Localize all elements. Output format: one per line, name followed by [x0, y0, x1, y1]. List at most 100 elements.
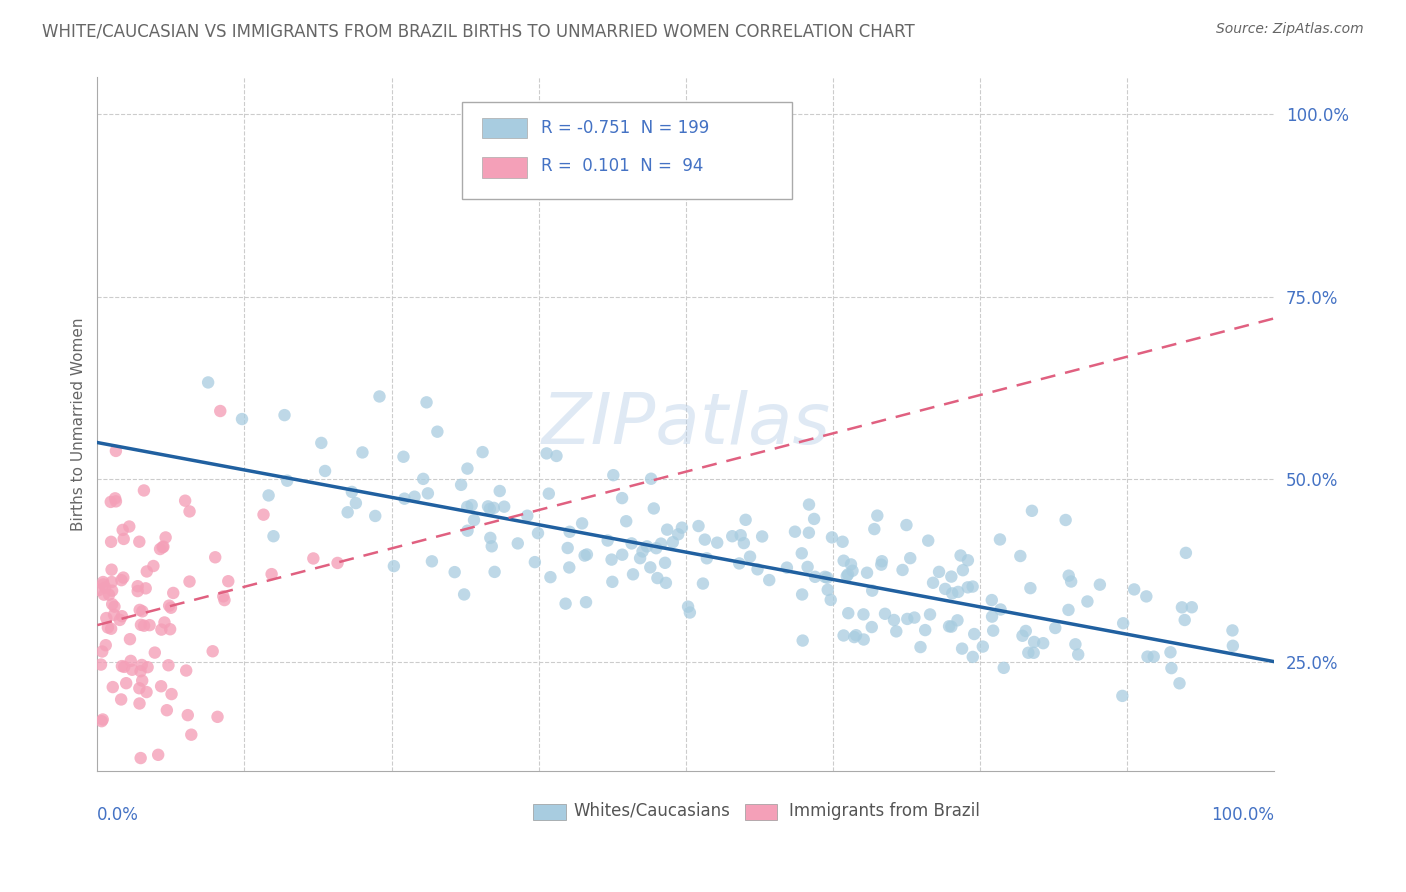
- Point: [1022, 635, 1045, 649]
- Point: [1168, 676, 1191, 690]
- Point: [792, 633, 814, 648]
- Point: [90, 657, 112, 672]
- Point: [101, 583, 124, 598]
- Point: [523, 555, 546, 569]
- Point: [654, 556, 676, 570]
- Point: [100, 772, 122, 786]
- Point: [94, 581, 117, 595]
- Point: [837, 606, 859, 620]
- Point: [453, 587, 475, 601]
- Point: [478, 502, 501, 516]
- Point: [450, 478, 472, 492]
- FancyBboxPatch shape: [482, 118, 527, 138]
- Point: [157, 599, 180, 613]
- Point: [463, 513, 485, 527]
- Point: [537, 486, 560, 500]
- Point: [574, 549, 596, 563]
- Point: [751, 529, 773, 543]
- Point: [135, 565, 157, 579]
- Point: [260, 567, 283, 582]
- Point: [207, 710, 229, 724]
- Point: [179, 574, 201, 589]
- Point: [938, 619, 960, 633]
- Point: [506, 536, 529, 550]
- Point: [546, 449, 568, 463]
- Point: [645, 541, 668, 556]
- Point: [104, 494, 127, 508]
- Point: [131, 658, 153, 673]
- Point: [956, 553, 979, 567]
- Point: [852, 632, 875, 647]
- Point: [118, 632, 141, 647]
- Point: [692, 576, 714, 591]
- Point: [352, 445, 374, 459]
- Point: [558, 560, 581, 574]
- Point: [1015, 624, 1038, 638]
- Point: [990, 602, 1012, 616]
- Text: R = -0.751  N = 199: R = -0.751 N = 199: [541, 119, 709, 137]
- Text: ZIPatlas: ZIPatlas: [541, 390, 830, 458]
- Point: [100, 622, 122, 636]
- Point: [856, 566, 879, 580]
- Point: [1019, 581, 1042, 595]
- Point: [1088, 577, 1111, 591]
- Point: [160, 600, 183, 615]
- Point: [96, 611, 118, 625]
- Point: [174, 664, 197, 678]
- Point: [91, 713, 114, 727]
- Point: [1032, 636, 1054, 650]
- Point: [201, 644, 224, 658]
- Point: [152, 540, 174, 554]
- Point: [688, 519, 710, 533]
- Point: [121, 663, 143, 677]
- Point: [837, 567, 859, 582]
- Point: [631, 544, 654, 558]
- Point: [100, 534, 122, 549]
- Point: [488, 483, 510, 498]
- Point: [628, 551, 651, 566]
- Point: [484, 565, 506, 579]
- Point: [860, 620, 883, 634]
- Point: [993, 661, 1015, 675]
- Point: [815, 571, 838, 585]
- Point: [1076, 594, 1098, 608]
- Point: [204, 550, 226, 565]
- Point: [941, 586, 963, 600]
- Point: [263, 529, 285, 543]
- Point: [1111, 689, 1133, 703]
- Point: [643, 501, 665, 516]
- Point: [758, 573, 780, 587]
- Point: [482, 500, 505, 515]
- Point: [612, 548, 634, 562]
- Point: [620, 536, 643, 550]
- Point: [621, 567, 644, 582]
- Point: [747, 562, 769, 576]
- Point: [596, 533, 619, 548]
- Point: [1135, 590, 1157, 604]
- Point: [326, 556, 349, 570]
- Point: [91, 577, 114, 591]
- Point: [131, 673, 153, 688]
- Point: [679, 606, 702, 620]
- Point: [100, 563, 122, 577]
- Point: [152, 540, 174, 554]
- Point: [364, 508, 387, 523]
- Point: [111, 609, 134, 624]
- Point: [128, 534, 150, 549]
- Point: [112, 571, 135, 585]
- Point: [946, 585, 969, 599]
- Point: [820, 592, 842, 607]
- Point: [174, 493, 197, 508]
- Point: [1060, 574, 1083, 589]
- Point: [1054, 513, 1077, 527]
- Point: [738, 549, 761, 564]
- Point: [941, 569, 963, 583]
- Point: [662, 535, 685, 549]
- Point: [792, 587, 814, 601]
- Point: [575, 548, 598, 562]
- Point: [368, 389, 391, 403]
- Text: 0.0%: 0.0%: [97, 805, 139, 824]
- Point: [1057, 603, 1080, 617]
- Point: [132, 483, 155, 498]
- Point: [412, 472, 434, 486]
